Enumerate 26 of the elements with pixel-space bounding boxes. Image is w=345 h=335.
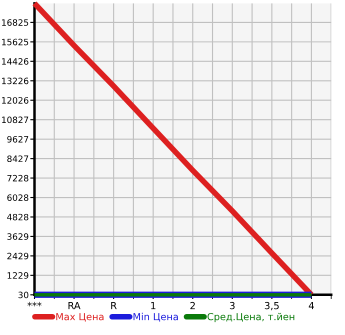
y-tick-label: 16825 — [2, 19, 28, 26]
x-tick-label: 3,5 — [264, 302, 279, 310]
y-tick-label: 6028 — [7, 194, 28, 201]
y-tick-label: 8427 — [7, 155, 28, 162]
legend-label: Min Цена — [134, 312, 178, 322]
y-tick-label: 4828 — [7, 214, 28, 220]
legend-label: Max Цена — [56, 313, 104, 322]
x-tick-label: 4 — [308, 302, 314, 310]
y-tick-label: 10827 — [2, 116, 28, 124]
y-tick-label: 9627 — [7, 136, 28, 143]
y-tick-label: 1229 — [8, 272, 28, 279]
y-tick-label: 30 — [18, 292, 28, 298]
y-tick-label: 15625 — [2, 38, 28, 46]
y-tick-label: 12026 — [2, 97, 28, 104]
x-tick-label: *** — [28, 302, 42, 306]
x-tick-label: RA — [68, 302, 80, 310]
y-tick-label: 13226 — [2, 78, 28, 84]
y-tick-label: 14426 — [2, 58, 28, 65]
x-tick-label: 1 — [151, 302, 156, 310]
legend-label: Сред.Цена, т.йен — [208, 312, 294, 322]
y-tick-label: 3629 — [7, 233, 28, 240]
x-tick-label: R — [111, 302, 117, 310]
x-tick-label: 3 — [230, 302, 235, 310]
x-tick-label: 2 — [190, 302, 195, 310]
y-tick-label: 7228 — [7, 174, 28, 182]
y-tick-label: 2429 — [7, 252, 28, 260]
